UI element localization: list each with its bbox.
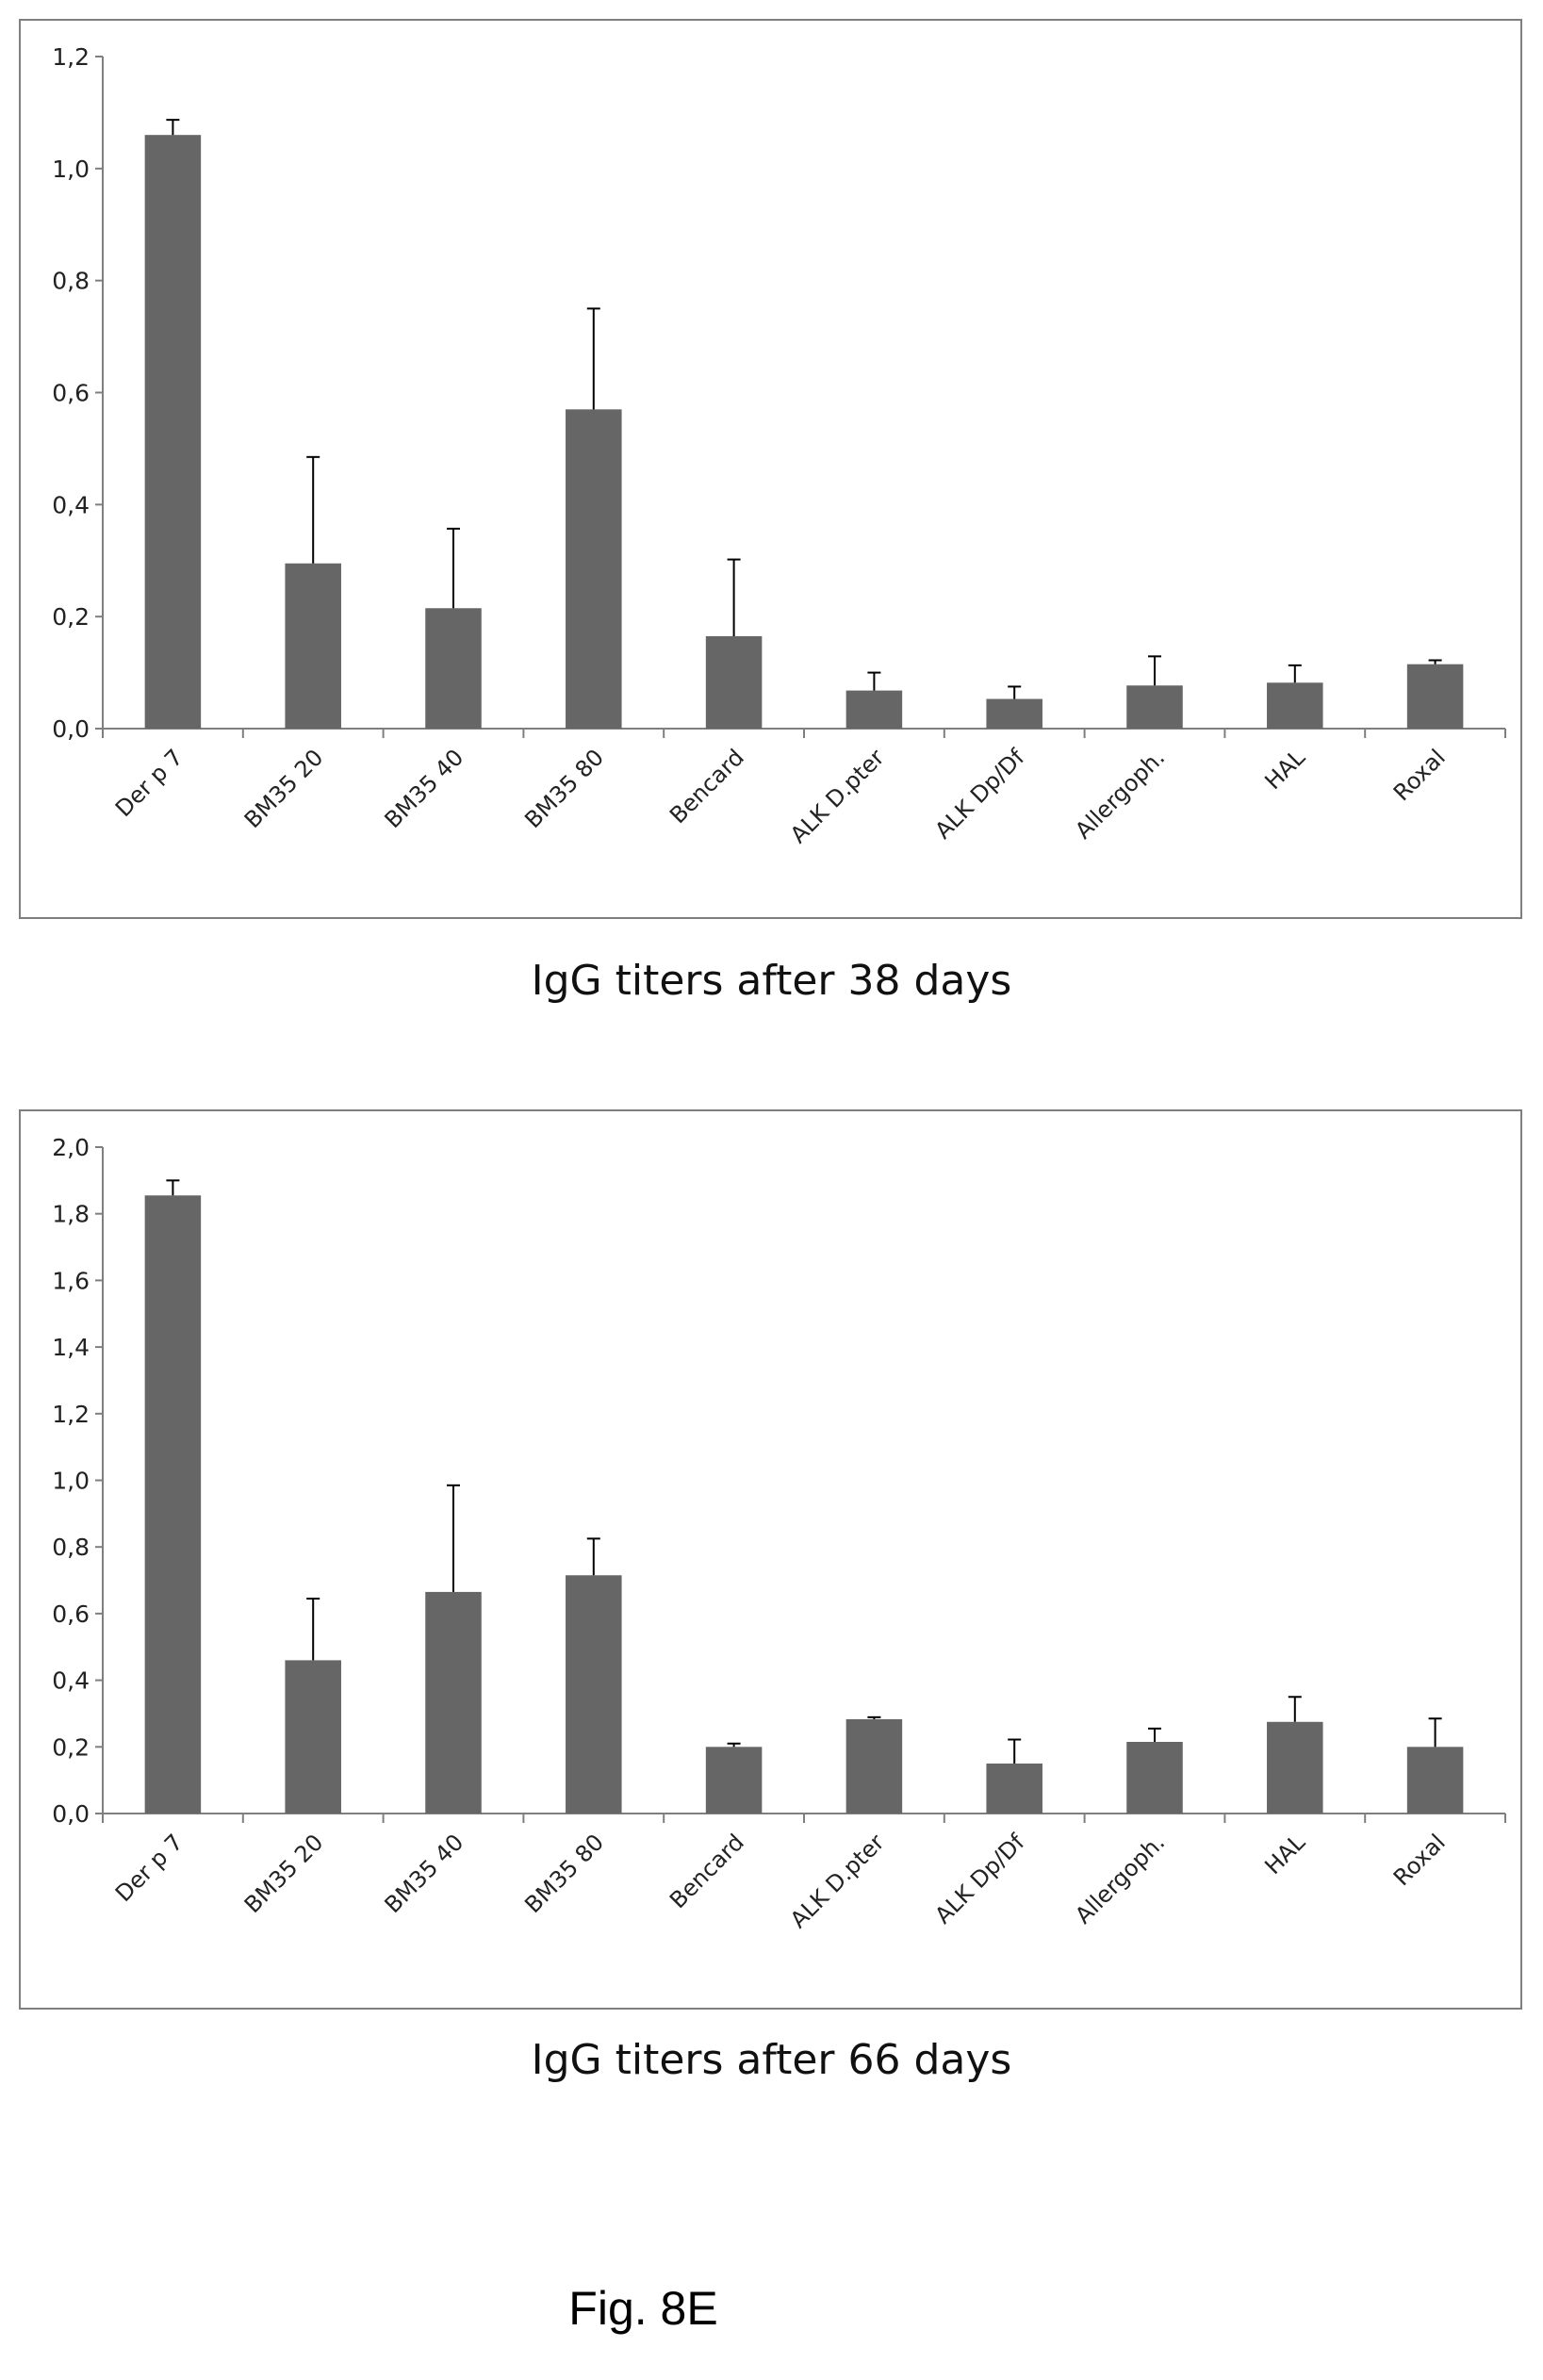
chart2-y-tick-label: 2,0 (52, 1134, 90, 1161)
chart1-y-tick-label: 0,6 (52, 380, 90, 407)
chart1-category-label: BM35 80 (519, 744, 609, 833)
chart2-bar (566, 1575, 622, 1814)
chart2-category-label: HAL (1259, 1829, 1310, 1879)
chart1-y-tick-label: 1,2 (52, 43, 90, 71)
chart-38-days-frame: 0,0 0,2 0,4 0,6 0,8 1,0 1,2 Der p 7 BM35 20 BM35 … (19, 19, 1522, 919)
chart1-bar (425, 608, 482, 729)
chart-66-days-frame: 0,0 0,2 0,4 0,6 0,8 1,0 1,2 1,4 1,6 1,8 2,0 Der p 7… (19, 1109, 1522, 2010)
chart1-category-label: ALK D.pter (785, 744, 890, 848)
figure-label: Fig. 8E (568, 2282, 718, 2335)
chart2-bar (425, 1591, 482, 1814)
chart1-bar (285, 563, 341, 729)
chart2-bar (986, 1763, 1042, 1814)
chart-38-days: 0,0 0,2 0,4 0,6 0,8 1,0 1,2 Der p 7 BM35 20 BM35 … (52, 43, 1506, 848)
chart1-category-label: Bencard (665, 744, 749, 829)
chart2-bar (705, 1747, 763, 1814)
chart1-y-tick-label: 0,8 (52, 268, 90, 295)
chart2-bar (1406, 1747, 1464, 1814)
chart2-bar (144, 1195, 202, 1814)
chart2-category-label: Allergoph. (1070, 1829, 1170, 1929)
chart1-y-tick-label: 1,0 (52, 156, 90, 183)
chart1-bar (705, 635, 763, 729)
chart1-bar (845, 690, 903, 729)
chart2-category-label: BM35 80 (519, 1829, 609, 1918)
chart2-y-tick-label: 1,0 (52, 1468, 90, 1495)
chart1-bar (1126, 685, 1183, 729)
chart-66-days: 0,0 0,2 0,4 0,6 0,8 1,0 1,2 1,4 1,6 1,8 2,0 Der p 7… (52, 1134, 1506, 1933)
chart2-y-tick-label: 1,8 (52, 1201, 90, 1228)
chart2-y-tick-label: 0,2 (52, 1733, 90, 1761)
chart2-category-label: BM35 40 (380, 1829, 469, 1918)
chart2-y-tick-label: 0,0 (52, 1800, 90, 1828)
chart2-y-tick-label: 0,6 (52, 1600, 90, 1628)
chart2-y-tick-label: 0,4 (52, 1667, 90, 1695)
chart1-category-label: HAL (1259, 744, 1310, 795)
chart1-y-tick-label: 0,2 (52, 603, 90, 631)
chart2-bar (1267, 1721, 1323, 1814)
chart2-bar (845, 1718, 903, 1814)
chart1-bar (1267, 682, 1323, 729)
chart2-y-tick-label: 1,4 (52, 1334, 90, 1361)
chart2-bar (1126, 1741, 1183, 1814)
chart2-category-label: Der p 7 (110, 1829, 189, 1907)
chart1-category-label: Der p 7 (110, 744, 189, 822)
chart-66-days-caption: IgG titers after 66 days (531, 2036, 1012, 2084)
chart1-category-label: BM35 40 (380, 744, 469, 833)
chart1-bar (1406, 664, 1464, 729)
chart1-y-tick-label: 0,4 (52, 491, 90, 518)
chart1-category-label: Roxal (1388, 744, 1451, 806)
chart1-category-label: ALK Dp/Df (929, 744, 1029, 844)
chart1-bar (566, 409, 622, 729)
chart2-bar (285, 1660, 341, 1814)
chart2-y-tick-label: 1,2 (52, 1401, 90, 1428)
chart1-category-label: Allergoph. (1070, 744, 1170, 844)
chart2-y-tick-label: 0,8 (52, 1534, 90, 1561)
chart-38-days-caption: IgG titers after 38 days (531, 957, 1012, 1005)
chart2-category-label: BM35 20 (239, 1829, 329, 1918)
chart2-y-tick-label: 1,6 (52, 1267, 90, 1294)
chart1-y-tick-label: 0,0 (52, 715, 90, 743)
chart2-category-label: Roxal (1388, 1829, 1451, 1891)
chart1-bar (986, 698, 1042, 729)
chart1-category-label: BM35 20 (239, 744, 329, 833)
chart2-category-label: Bencard (665, 1829, 749, 1913)
chart2-category-label: ALK Dp/Df (929, 1829, 1029, 1929)
chart2-category-label: ALK D.pter (785, 1829, 890, 1933)
chart1-bar (144, 135, 202, 729)
